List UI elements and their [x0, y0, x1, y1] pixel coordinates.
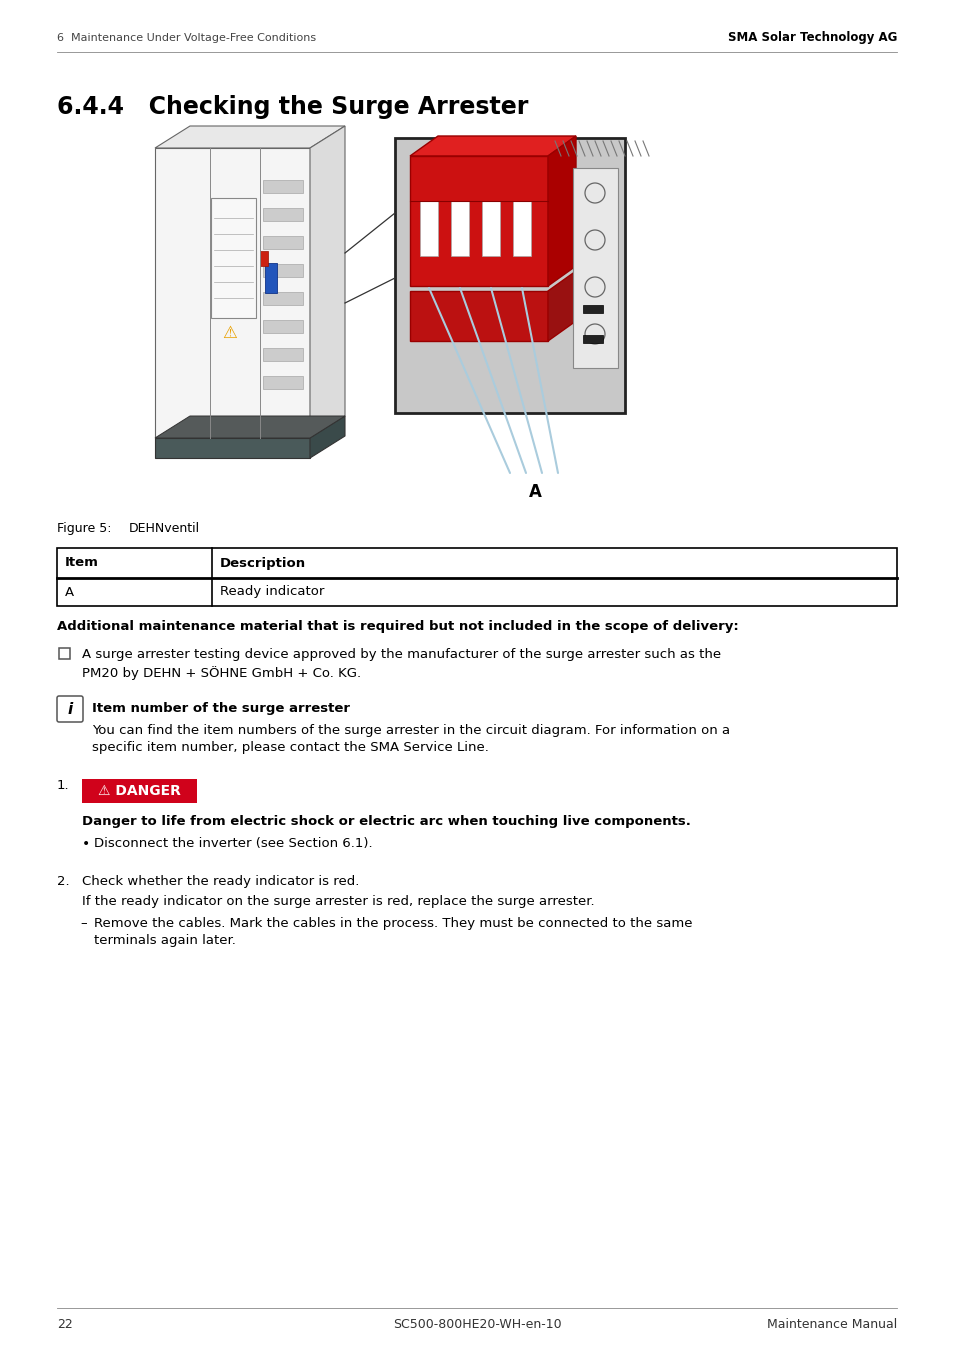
Bar — [82, 779, 196, 803]
Text: Danger to life from electric shock or electric arc when touching live components: Danger to life from electric shock or el… — [82, 815, 690, 827]
FancyBboxPatch shape — [57, 696, 83, 722]
Text: 22: 22 — [57, 1318, 72, 1332]
Text: 1.: 1. — [57, 779, 70, 792]
Text: terminals again later.: terminals again later. — [94, 934, 235, 946]
Bar — [263, 208, 303, 220]
Bar — [481, 201, 499, 256]
Bar — [263, 292, 303, 306]
Text: –: – — [80, 917, 87, 930]
Bar — [263, 237, 303, 249]
Text: DEHNventil: DEHNventil — [129, 522, 200, 535]
Bar — [451, 201, 469, 256]
Text: A: A — [65, 585, 74, 599]
Bar — [263, 264, 303, 277]
Text: 6.4.4   Checking the Surge Arrester: 6.4.4 Checking the Surge Arrester — [57, 95, 528, 119]
Text: Remove the cables. Mark the cables in the process. They must be connected to the: Remove the cables. Mark the cables in th… — [94, 917, 692, 930]
Polygon shape — [547, 270, 576, 341]
Polygon shape — [547, 137, 576, 287]
Text: Figure 5:: Figure 5: — [57, 522, 112, 535]
Polygon shape — [154, 438, 310, 458]
Text: Item: Item — [65, 557, 99, 569]
Text: Description: Description — [220, 557, 306, 569]
Polygon shape — [211, 197, 255, 318]
Text: ⚠ DANGER: ⚠ DANGER — [98, 784, 181, 798]
Text: ⚠: ⚠ — [222, 324, 237, 342]
Text: Ready indicator: Ready indicator — [220, 585, 324, 599]
Text: You can find the item numbers of the surge arrester in the circuit diagram. For : You can find the item numbers of the sur… — [91, 725, 729, 737]
Bar — [263, 320, 303, 333]
Polygon shape — [154, 147, 310, 438]
Text: SC500-800HE20-WH-en-10: SC500-800HE20-WH-en-10 — [393, 1318, 560, 1332]
Bar — [513, 201, 531, 256]
Polygon shape — [154, 126, 345, 147]
Bar — [265, 264, 276, 293]
Text: SMA Solar Technology AG: SMA Solar Technology AG — [727, 31, 896, 45]
Polygon shape — [410, 137, 576, 155]
Text: If the ready indicator on the surge arrester is red, replace the surge arrester.: If the ready indicator on the surge arre… — [82, 895, 594, 909]
Bar — [57, 548, 896, 606]
Text: Item number of the surge arrester: Item number of the surge arrester — [91, 702, 350, 715]
Polygon shape — [410, 291, 547, 341]
Text: Additional maintenance material that is required but not included in the scope o: Additional maintenance material that is … — [57, 621, 738, 633]
Text: Disconnect the inverter (see Section 6.1).: Disconnect the inverter (see Section 6.1… — [94, 837, 373, 850]
Bar — [59, 648, 70, 658]
Text: •: • — [82, 837, 91, 850]
Polygon shape — [310, 416, 345, 458]
Bar — [582, 306, 602, 314]
Polygon shape — [154, 416, 345, 438]
Text: i: i — [68, 702, 72, 717]
Bar — [573, 168, 618, 368]
Polygon shape — [310, 126, 345, 438]
Polygon shape — [410, 155, 547, 287]
Bar — [263, 180, 303, 193]
Bar — [260, 251, 268, 266]
Text: Check whether the ready indicator is red.: Check whether the ready indicator is red… — [82, 875, 359, 888]
Bar — [263, 347, 303, 361]
Text: A: A — [528, 483, 541, 502]
Text: Maintenance Manual: Maintenance Manual — [766, 1318, 896, 1332]
Text: specific item number, please contact the SMA Service Line.: specific item number, please contact the… — [91, 741, 488, 754]
Bar — [263, 376, 303, 389]
Text: A surge arrester testing device approved by the manufacturer of the surge arrest: A surge arrester testing device approved… — [82, 648, 720, 661]
Bar — [395, 138, 624, 412]
Text: 6  Maintenance Under Voltage-Free Conditions: 6 Maintenance Under Voltage-Free Conditi… — [57, 32, 315, 43]
Bar — [419, 201, 437, 256]
Text: 2.: 2. — [57, 875, 70, 888]
Bar — [582, 335, 602, 343]
Text: PM20 by DEHN + SÖHNE GmbH + Co. KG.: PM20 by DEHN + SÖHNE GmbH + Co. KG. — [82, 667, 361, 680]
